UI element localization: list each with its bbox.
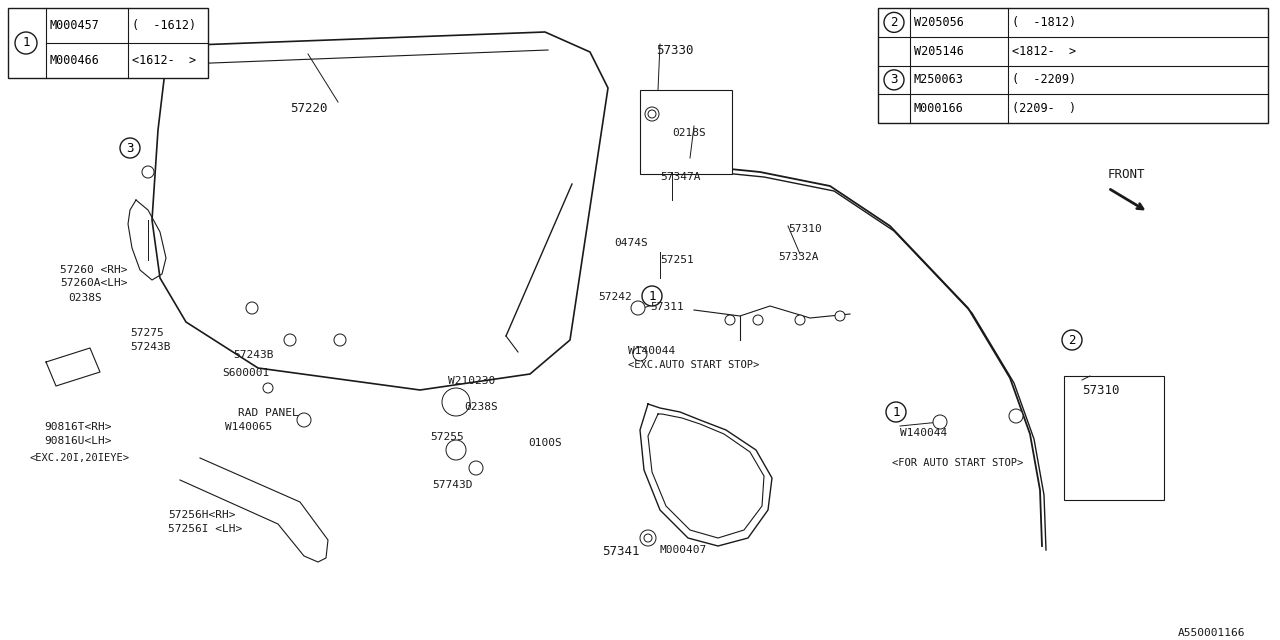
- Circle shape: [442, 388, 470, 416]
- Circle shape: [643, 286, 662, 306]
- Text: <EXC.AUTO START STOP>: <EXC.AUTO START STOP>: [628, 360, 759, 370]
- Text: W205146: W205146: [914, 45, 964, 58]
- Text: A550001166: A550001166: [1178, 628, 1245, 638]
- Circle shape: [334, 334, 346, 346]
- Circle shape: [142, 166, 154, 178]
- Bar: [1064, 376, 1164, 500]
- Text: FRONT: FRONT: [1108, 168, 1146, 181]
- Circle shape: [644, 534, 652, 542]
- Circle shape: [884, 12, 904, 33]
- Text: 57220: 57220: [291, 102, 328, 115]
- Text: 57275: 57275: [131, 328, 164, 338]
- Bar: [8, 8, 207, 78]
- Text: 2: 2: [891, 16, 897, 29]
- Text: 57242: 57242: [598, 292, 632, 302]
- Text: 57311: 57311: [650, 302, 684, 312]
- Text: 0238S: 0238S: [465, 402, 498, 412]
- Text: RAD PANEL: RAD PANEL: [238, 408, 298, 418]
- Circle shape: [724, 315, 735, 325]
- Circle shape: [284, 334, 296, 346]
- Text: 0100S: 0100S: [529, 438, 562, 448]
- Circle shape: [835, 311, 845, 321]
- Circle shape: [297, 413, 311, 427]
- Text: (  -1612): ( -1612): [132, 19, 196, 32]
- Circle shape: [933, 415, 947, 429]
- Text: (  -2209): ( -2209): [1012, 74, 1076, 86]
- Text: 57243B: 57243B: [131, 342, 170, 352]
- Text: <FOR AUTO START STOP>: <FOR AUTO START STOP>: [892, 458, 1023, 468]
- Circle shape: [795, 315, 805, 325]
- Text: 1: 1: [892, 406, 900, 419]
- Text: 57256H<RH>: 57256H<RH>: [168, 510, 236, 520]
- Text: 57332A: 57332A: [778, 252, 818, 262]
- Text: 57260A<LH>: 57260A<LH>: [60, 278, 128, 288]
- Text: 0218S: 0218S: [672, 128, 705, 138]
- Bar: [640, 90, 732, 174]
- Circle shape: [1062, 330, 1082, 350]
- Text: 57743D: 57743D: [433, 480, 472, 490]
- Text: W140065: W140065: [225, 422, 273, 432]
- Text: 0474S: 0474S: [614, 238, 648, 248]
- Text: 90816U<LH>: 90816U<LH>: [44, 436, 111, 446]
- Text: 57243B: 57243B: [233, 350, 274, 360]
- Text: <1812-  >: <1812- >: [1012, 45, 1076, 58]
- Text: 1: 1: [648, 289, 655, 303]
- Text: 90816T<RH>: 90816T<RH>: [44, 422, 111, 432]
- Circle shape: [640, 530, 657, 546]
- Text: W205056: W205056: [914, 16, 964, 29]
- Text: (  -1812): ( -1812): [1012, 16, 1076, 29]
- Circle shape: [634, 347, 646, 361]
- Text: M250063: M250063: [914, 74, 964, 86]
- Bar: [878, 8, 1268, 123]
- Circle shape: [120, 138, 140, 158]
- Circle shape: [753, 315, 763, 325]
- Text: (2209-  ): (2209- ): [1012, 102, 1076, 115]
- Text: 3: 3: [891, 74, 897, 86]
- Text: <EXC.20I,20IEYE>: <EXC.20I,20IEYE>: [29, 453, 131, 463]
- Text: 57341: 57341: [602, 545, 640, 558]
- Text: <1612-  >: <1612- >: [132, 54, 196, 67]
- Circle shape: [886, 402, 906, 422]
- Text: 57310: 57310: [1082, 384, 1120, 397]
- Text: 1: 1: [22, 36, 29, 49]
- Text: M000407: M000407: [660, 545, 708, 555]
- Circle shape: [645, 107, 659, 121]
- Text: 57330: 57330: [657, 44, 694, 57]
- Text: 57251: 57251: [660, 255, 694, 265]
- Text: 57256I <LH>: 57256I <LH>: [168, 524, 242, 534]
- Circle shape: [884, 70, 904, 90]
- Circle shape: [262, 383, 273, 393]
- Text: M000466: M000466: [50, 54, 100, 67]
- Text: W140044: W140044: [628, 346, 676, 356]
- Text: 2: 2: [1069, 333, 1075, 346]
- Text: S600001: S600001: [221, 368, 269, 378]
- Text: W210230: W210230: [448, 376, 495, 386]
- Text: M000166: M000166: [914, 102, 964, 115]
- Text: W140044: W140044: [900, 428, 947, 438]
- Text: M000457: M000457: [50, 19, 100, 32]
- Circle shape: [445, 440, 466, 460]
- Circle shape: [648, 110, 657, 118]
- Circle shape: [468, 461, 483, 475]
- Text: 57255: 57255: [430, 432, 463, 442]
- Text: 57347A: 57347A: [660, 172, 700, 182]
- Text: 57310: 57310: [788, 224, 822, 234]
- Circle shape: [631, 301, 645, 315]
- Circle shape: [1009, 409, 1023, 423]
- Circle shape: [15, 32, 37, 54]
- Text: 57260 <RH>: 57260 <RH>: [60, 265, 128, 275]
- Text: 0238S: 0238S: [68, 293, 101, 303]
- Text: 3: 3: [127, 141, 133, 154]
- Circle shape: [246, 302, 259, 314]
